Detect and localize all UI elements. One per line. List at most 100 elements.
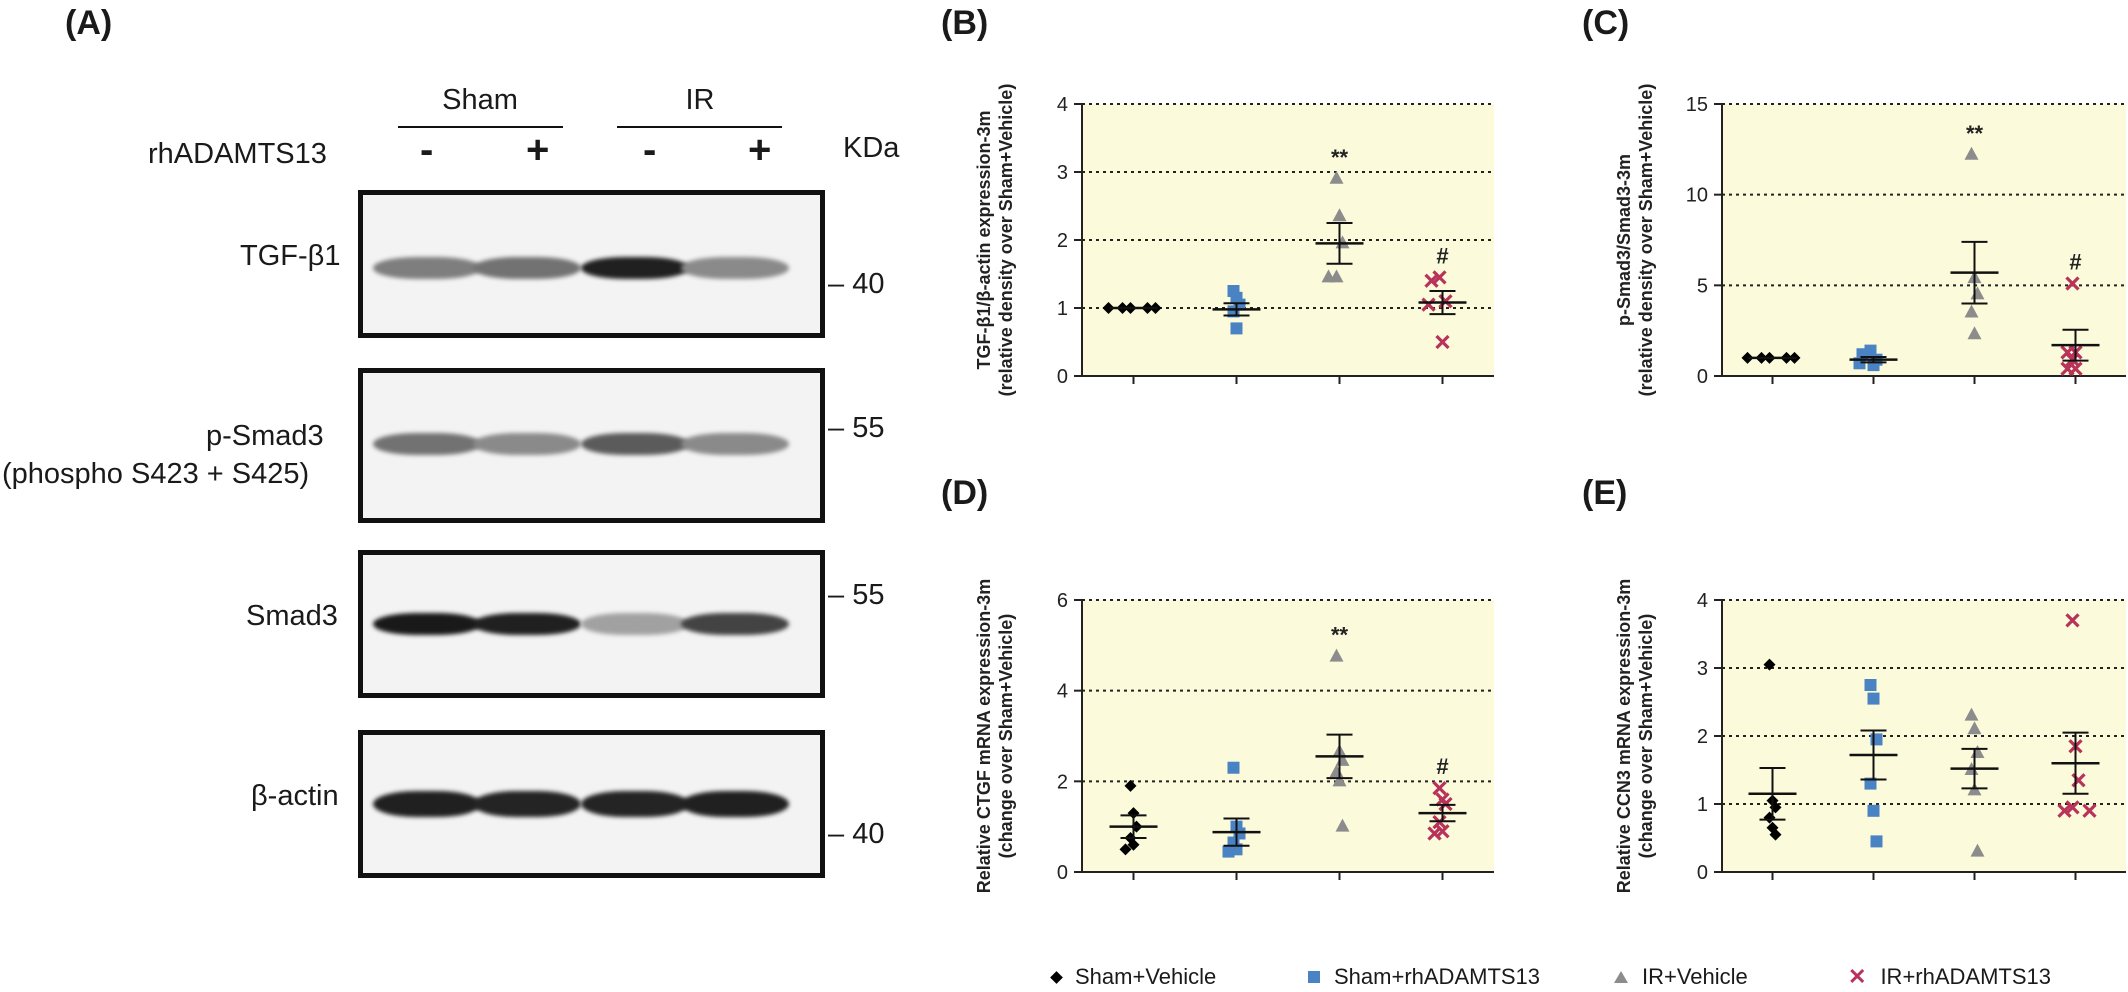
data-point [1780,351,1793,364]
data-point [1769,828,1782,841]
significance-label: ** [1966,121,1984,146]
y-axis-label-2: (change over Sham+Vehicle) [1636,614,1656,859]
data-point [1967,270,1982,284]
data-point [1329,764,1344,778]
group-underline-ir [617,126,782,128]
data-point [1435,334,1450,350]
data-point [1102,302,1115,314]
y-axis-label: Relative CCN3 mRNA expression-3m [1614,579,1634,893]
data-point [1867,359,1880,372]
band [681,613,789,635]
band [373,257,481,279]
y-tick-label: 1 [1697,794,1708,816]
data-point [1222,845,1235,858]
band [373,613,481,635]
data-point [1864,777,1877,790]
data-point [2068,345,2083,360]
y-axis-label-2: (relative density over Sham+Vehicle) [1636,84,1656,397]
y-tick-label: 3 [1057,162,1068,184]
row-label-psmad3-detail: (phospho S423 + S425) [2,458,310,490]
y-tick-label: 1 [1057,298,1068,320]
data-point [1967,782,1982,796]
data-point [1230,843,1243,856]
data-point [1741,351,1754,364]
cross-icon: ✕ [1848,964,1867,989]
band [581,257,689,279]
sign-lane-3: - [643,128,657,172]
data-point [1116,302,1129,314]
band [681,257,789,279]
data-point [1964,146,1979,160]
y-tick-label: 5 [1697,275,1708,297]
data-point [1332,773,1347,787]
data-point [2065,613,2080,628]
panel-label-d: (D) [941,474,989,512]
band [473,613,581,635]
row-label-bactin: β-actin [251,780,339,812]
panel-label-a: (A) [65,4,113,42]
data-point [1964,707,1979,721]
band [581,433,689,455]
data-point [1227,305,1240,318]
data-point [1127,838,1140,851]
band [473,433,581,455]
y-axis-label-2: (change over Sham+Vehicle) [996,614,1016,859]
data-point [1870,733,1883,746]
data-point [1867,692,1880,705]
data-point [1970,745,1985,758]
data-point [1227,761,1240,774]
sign-lane-2: + [526,128,550,172]
data-point [2068,361,2083,376]
plot-area [1082,600,1494,872]
data-point [1127,807,1140,820]
mw-marker-55-psmad3: – 55 [828,412,885,444]
data-point [2060,345,2075,360]
data-point [1432,781,1447,796]
data-point [1964,304,1979,318]
y-tick-label: 4 [1697,590,1708,612]
data-point [1329,648,1344,662]
data-point [1335,752,1350,766]
significance-label: # [2069,250,2081,275]
data-point [1435,792,1450,807]
legend-sham-rh: Sham+rhADAMTS13 [1308,964,1540,990]
data-point [1332,743,1347,757]
data-point [1149,302,1162,314]
data-point [1970,286,1985,300]
square-icon [1308,971,1320,983]
data-point [1967,326,1982,340]
significance-label: ** [1331,623,1349,648]
blot-psmad3 [358,368,825,523]
data-point [1755,351,1768,364]
data-point [1867,804,1880,817]
y-axis-label-2: (relative density over Sham+Vehicle) [996,84,1016,397]
mw-marker-40-tgfb1: – 40 [828,268,885,300]
group-label-sham: Sham [442,84,518,116]
data-point [1230,820,1243,833]
y-tick-label: 4 [1057,94,1068,116]
data-point [1870,353,1883,366]
band [473,257,581,279]
y-tick-label: 2 [1057,230,1068,252]
data-point [1329,170,1344,184]
blot-tgfb1 [358,190,825,338]
data-point [1766,821,1779,834]
data-point [1432,270,1447,285]
data-point [1124,832,1137,844]
y-tick-label: 0 [1057,862,1068,884]
data-point [1864,344,1877,357]
data-point [1321,269,1336,283]
data-point [1335,235,1350,249]
blot-bactin [358,730,825,878]
data-point [2082,803,2097,818]
group-underline-sham [398,126,563,128]
triangle-icon [1614,971,1628,983]
y-tick-label: 2 [1057,771,1068,793]
data-point [2057,803,2072,818]
y-tick-label: 0 [1697,366,1708,388]
band [373,433,481,455]
data-point [1432,815,1447,830]
band [581,613,689,635]
group-label-ir: IR [685,84,715,116]
data-point [1769,801,1782,814]
